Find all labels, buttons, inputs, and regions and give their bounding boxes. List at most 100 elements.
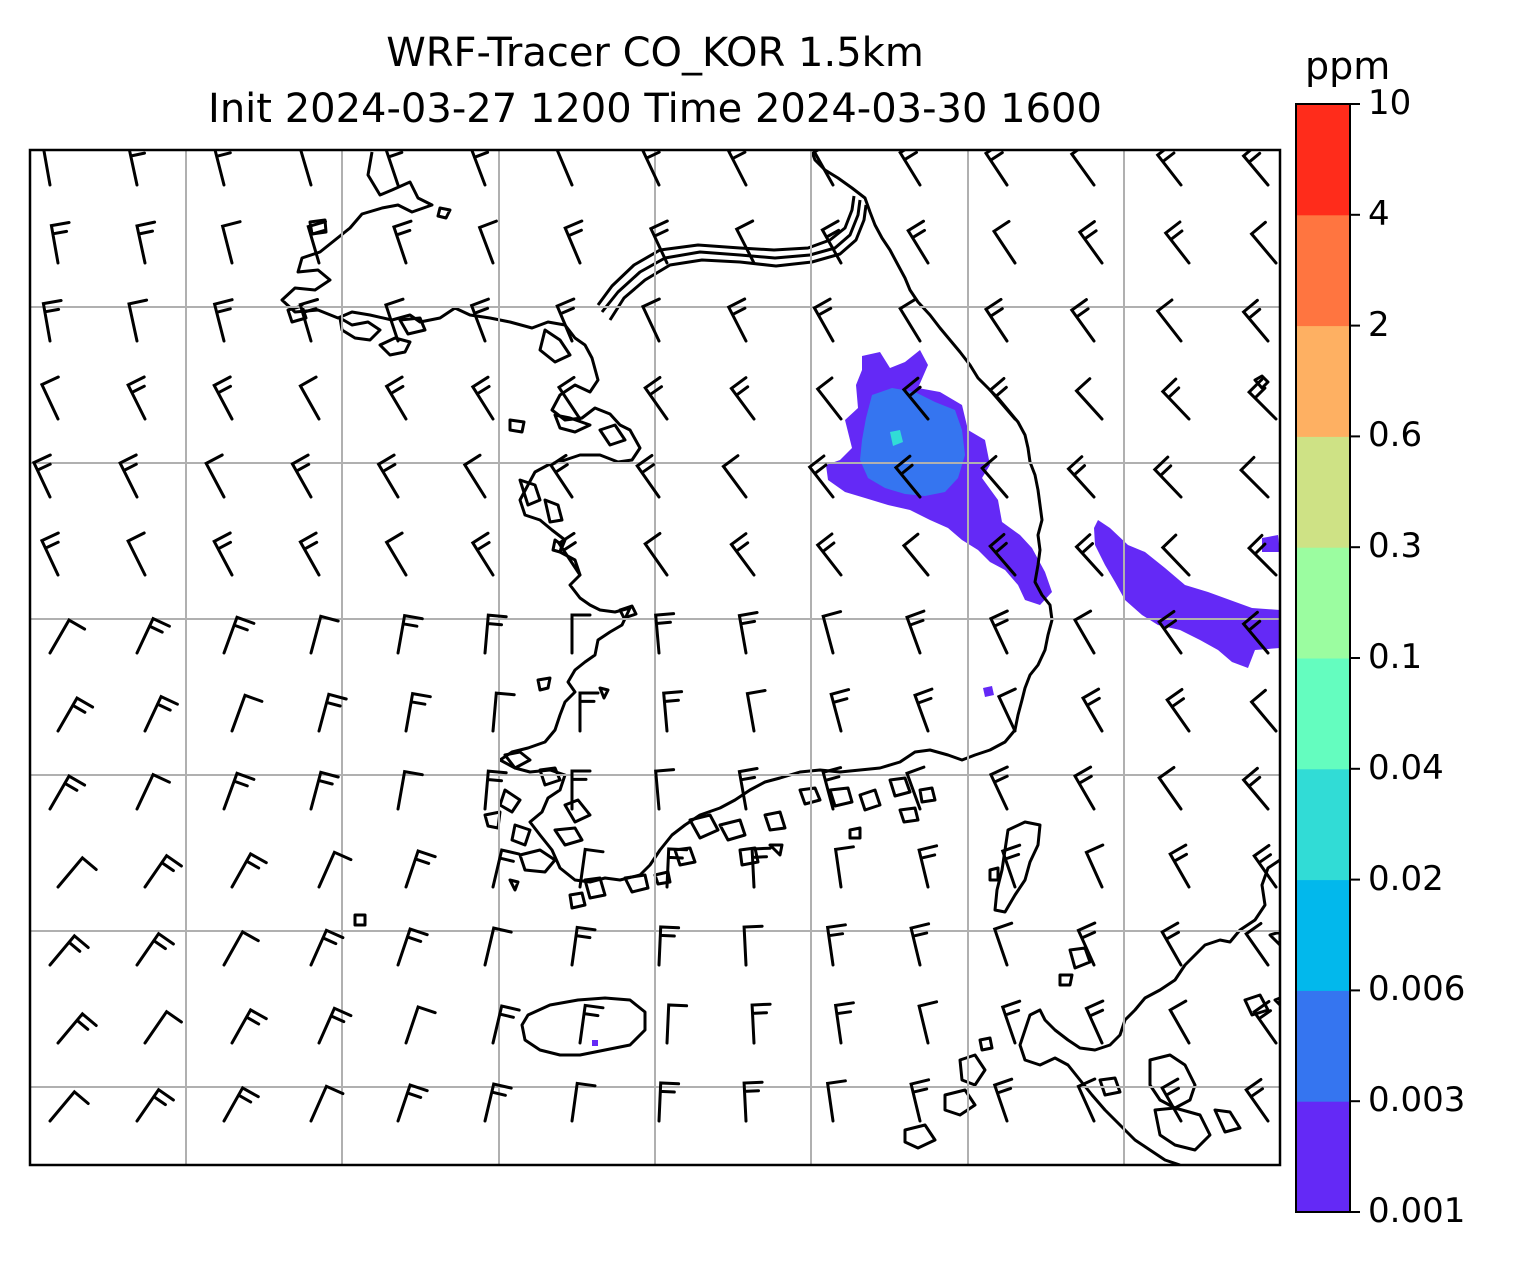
wind-barb [721,454,748,499]
wind-barb [635,454,661,499]
wind-barb [483,926,513,967]
wind-barb [578,847,605,889]
wind-barb [48,933,90,967]
wind-barb [376,453,400,499]
wind-barb [909,1078,931,1123]
wind-barb [983,297,1009,343]
wind-barb [396,769,424,811]
wind-barb [56,1011,98,1045]
wind-barb [909,922,931,967]
wind-barb [317,1006,353,1045]
wind-barb [213,150,232,187]
wind-barb [470,150,490,187]
wind-barb [815,532,843,577]
wind-barb [807,454,835,499]
wind-barb [212,531,234,577]
colorbar-tick-label: 10 [1368,83,1412,123]
wind-barb [1241,766,1270,811]
wind-barb [750,846,772,889]
wind-barb [126,531,147,577]
colorbar-tick-label: 0.3 [1368,526,1423,567]
wind-barb [833,1001,855,1045]
colorbar [1295,103,1360,1213]
wind-barb [396,927,429,967]
wind-barb [222,1085,260,1123]
wind-barb [127,298,149,343]
coastline-japan-north [1018,858,1280,1165]
wind-barb [833,845,855,889]
wind-barb [1155,150,1183,187]
wind-barb [726,297,748,343]
colorbar-segment [1296,325,1350,437]
wind-barb [384,531,408,577]
wind-barb [643,376,669,421]
colorbar-tick-label: 0.04 [1368,747,1444,788]
coastline-ulleung [1253,374,1270,390]
wind-barb [298,375,321,421]
coastline-north-bay [280,151,1054,884]
wind-barb [991,219,1017,265]
wind-barb [1066,455,1096,499]
wind-barb [1163,220,1191,265]
wind-barb [893,454,922,499]
wind-barb [41,299,63,343]
wind-barb [548,453,574,499]
coastline-jeju [520,996,647,1057]
wind-barb [404,691,432,733]
wind-barb [578,691,600,733]
wind-barb [917,844,939,889]
wind-barb [665,847,689,889]
wind-barb [654,768,676,811]
wind-barb [317,692,348,733]
wind-barb [135,931,175,967]
wind-barb [204,453,226,499]
wind-barb [135,220,157,265]
colorbar-tick-label: 0.02 [1368,858,1444,899]
wind-barb [127,150,146,187]
wind-barb [1069,150,1096,187]
wind-barb [212,298,234,343]
wind-barb [49,221,71,265]
wind-barb [988,377,1017,421]
wind-barb [737,611,759,655]
wind-barb [643,532,669,577]
wind-barb [901,532,930,577]
colorbar-segment [1296,547,1350,659]
colorbar-tick-label: 0.003 [1368,1080,1466,1121]
wind-barb [570,1081,597,1123]
wind-barb [1160,1077,1183,1123]
wind-barb [812,297,835,343]
wind-barb [396,1083,429,1123]
wind-barb [913,687,934,733]
wind-barb [729,532,756,577]
coastline-tsushima [988,820,1042,914]
wind-barb [143,1009,183,1045]
chart-subtitle: Init 2024-03-27 1200 Time 2024-03-30 160… [208,86,1102,132]
wind-barb [556,531,582,577]
wind-barb [654,612,676,655]
wind-barb [1244,922,1270,967]
wind-barb [1084,843,1105,889]
wind-barb [392,219,413,265]
chart-title: WRF-Tracer CO_KOR 1.5km [386,30,924,76]
wind-barb [1076,921,1097,967]
wind-barb [1076,1077,1097,1123]
wind-barb [1241,150,1270,187]
colorbar-segment [1296,658,1350,770]
wind-barb [648,219,669,265]
wind-barb [462,453,487,499]
wind-barb [825,923,847,967]
wind-barb [1000,999,1022,1045]
colorbar-tick-label: 0.6 [1368,415,1423,456]
wind-barb [298,298,319,343]
wind-barb [992,921,1014,967]
wind-barb [1080,687,1104,733]
wind-barb [898,297,922,343]
wind-barb [126,375,147,421]
wind-barb [483,1082,513,1123]
wind-barb [56,855,98,889]
wind-barb [1160,533,1191,577]
wind-barb [309,614,340,655]
wind-barb [384,375,408,421]
wind-barb [734,219,756,265]
